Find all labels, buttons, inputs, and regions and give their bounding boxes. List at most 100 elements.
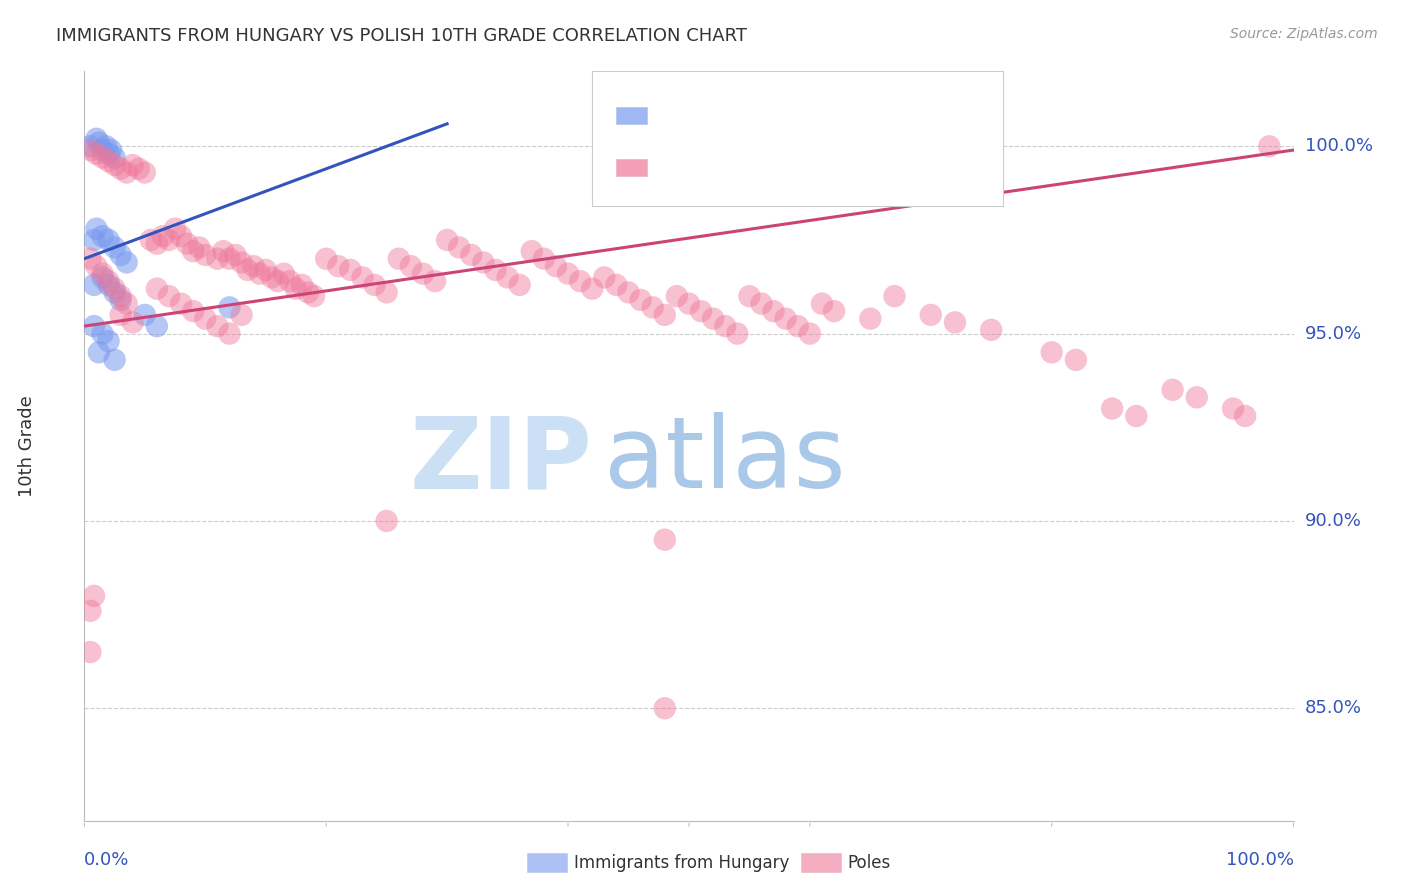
Point — [225, 248, 247, 262]
Text: N = 124: N = 124 — [804, 149, 884, 168]
Point — [1125, 409, 1147, 423]
Point — [83, 233, 105, 247]
Point — [110, 293, 132, 307]
Point — [91, 143, 114, 157]
Point — [134, 165, 156, 179]
Point — [725, 326, 748, 341]
Point — [128, 161, 150, 176]
Point — [423, 274, 446, 288]
Point — [1185, 390, 1208, 404]
Point — [449, 240, 471, 254]
Text: 100.0%: 100.0% — [1305, 137, 1372, 155]
Point — [157, 233, 180, 247]
Point — [83, 277, 105, 292]
Point — [375, 285, 398, 300]
Point — [775, 311, 797, 326]
Point — [302, 289, 325, 303]
Point — [654, 308, 676, 322]
Point — [1258, 139, 1281, 153]
Point — [509, 277, 531, 292]
Point — [267, 274, 290, 288]
Point — [79, 645, 101, 659]
Point — [1222, 401, 1244, 416]
Point — [388, 252, 411, 266]
Point — [152, 229, 174, 244]
Point — [110, 308, 132, 322]
Point — [315, 252, 337, 266]
Point — [1234, 409, 1257, 423]
Text: Immigrants from Hungary: Immigrants from Hungary — [574, 854, 789, 871]
Point — [617, 285, 640, 300]
Point — [194, 248, 217, 262]
Point — [115, 255, 138, 269]
Text: R = 0.337: R = 0.337 — [659, 96, 756, 115]
Point — [94, 139, 117, 153]
Point — [291, 277, 314, 292]
Point — [738, 289, 761, 303]
Point — [690, 304, 713, 318]
Point — [157, 289, 180, 303]
Text: atlas: atlas — [605, 412, 846, 509]
Point — [104, 282, 127, 296]
Point — [100, 143, 122, 157]
Point — [943, 315, 966, 329]
Point — [79, 252, 101, 266]
Point — [375, 514, 398, 528]
Point — [520, 244, 543, 259]
Point — [1064, 352, 1087, 367]
Point — [654, 533, 676, 547]
Point — [79, 139, 101, 153]
Point — [436, 233, 458, 247]
Point — [212, 244, 235, 259]
Point — [218, 326, 240, 341]
FancyBboxPatch shape — [592, 71, 1004, 206]
Point — [231, 255, 253, 269]
Point — [654, 701, 676, 715]
Point — [121, 315, 143, 329]
Text: 100.0%: 100.0% — [1226, 851, 1294, 869]
Text: 0.0%: 0.0% — [84, 851, 129, 869]
Point — [104, 285, 127, 300]
Point — [146, 236, 169, 251]
Point — [86, 221, 108, 235]
Point — [170, 229, 193, 244]
Point — [533, 252, 555, 266]
Point — [702, 311, 724, 326]
Point — [641, 301, 664, 315]
Point — [79, 143, 101, 157]
Point — [273, 267, 295, 281]
Point — [260, 270, 283, 285]
Point — [544, 259, 567, 273]
Point — [86, 132, 108, 146]
Point — [139, 233, 162, 247]
Point — [110, 289, 132, 303]
Point — [605, 277, 627, 292]
Point — [412, 267, 434, 281]
Point — [87, 345, 110, 359]
Point — [859, 311, 882, 326]
Point — [569, 274, 592, 288]
Point — [460, 248, 482, 262]
Point — [97, 154, 120, 169]
Point — [751, 296, 773, 310]
Text: 95.0%: 95.0% — [1305, 325, 1362, 343]
Text: ZIP: ZIP — [409, 412, 592, 509]
Text: 90.0%: 90.0% — [1305, 512, 1361, 530]
Point — [91, 326, 114, 341]
Text: 85.0%: 85.0% — [1305, 699, 1361, 717]
Point — [188, 240, 211, 254]
Point — [980, 323, 1002, 337]
Point — [86, 259, 108, 273]
Point — [207, 319, 229, 334]
Point — [339, 263, 361, 277]
Point — [496, 270, 519, 285]
Point — [1161, 383, 1184, 397]
Point — [91, 151, 114, 165]
Point — [181, 244, 204, 259]
Point — [714, 319, 737, 334]
Point — [194, 311, 217, 326]
Point — [762, 304, 785, 318]
Point — [104, 151, 127, 165]
Point — [121, 158, 143, 172]
Text: IMMIGRANTS FROM HUNGARY VS POLISH 10TH GRADE CORRELATION CHART: IMMIGRANTS FROM HUNGARY VS POLISH 10TH G… — [56, 27, 747, 45]
